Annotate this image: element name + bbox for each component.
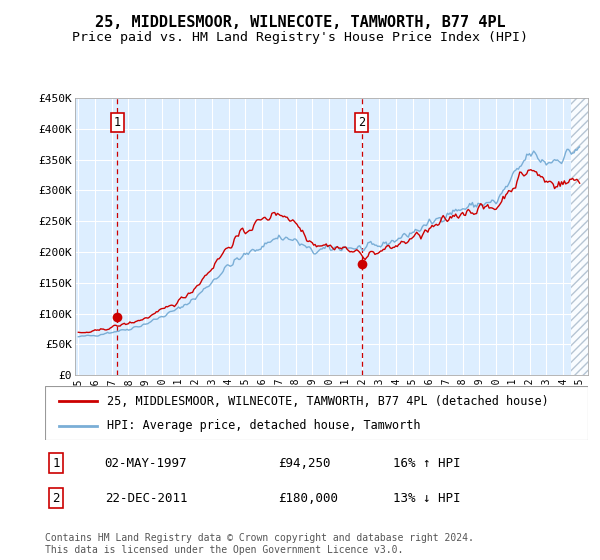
Text: 25, MIDDLESMOOR, WILNECOTE, TAMWORTH, B77 4PL (detached house): 25, MIDDLESMOOR, WILNECOTE, TAMWORTH, B7…	[107, 395, 549, 408]
Text: 1: 1	[114, 116, 121, 129]
Text: 2: 2	[52, 492, 59, 505]
Text: 2: 2	[358, 116, 365, 129]
Text: 16% ↑ HPI: 16% ↑ HPI	[392, 457, 460, 470]
Bar	[571, 98, 588, 375]
Text: Contains HM Land Registry data © Crown copyright and database right 2024.: Contains HM Land Registry data © Crown c…	[45, 533, 474, 543]
Text: 1: 1	[52, 457, 59, 470]
Text: 02-MAY-1997: 02-MAY-1997	[105, 457, 187, 470]
Text: 13% ↓ HPI: 13% ↓ HPI	[392, 492, 460, 505]
FancyBboxPatch shape	[45, 386, 588, 440]
Text: 25, MIDDLESMOOR, WILNECOTE, TAMWORTH, B77 4PL: 25, MIDDLESMOOR, WILNECOTE, TAMWORTH, B7…	[95, 15, 505, 30]
Text: Price paid vs. HM Land Registry's House Price Index (HPI): Price paid vs. HM Land Registry's House …	[72, 31, 528, 44]
Text: This data is licensed under the Open Government Licence v3.0.: This data is licensed under the Open Gov…	[45, 545, 403, 556]
Text: £180,000: £180,000	[278, 492, 338, 505]
Text: HPI: Average price, detached house, Tamworth: HPI: Average price, detached house, Tamw…	[107, 419, 421, 432]
Text: 22-DEC-2011: 22-DEC-2011	[105, 492, 187, 505]
Text: £94,250: £94,250	[278, 457, 331, 470]
